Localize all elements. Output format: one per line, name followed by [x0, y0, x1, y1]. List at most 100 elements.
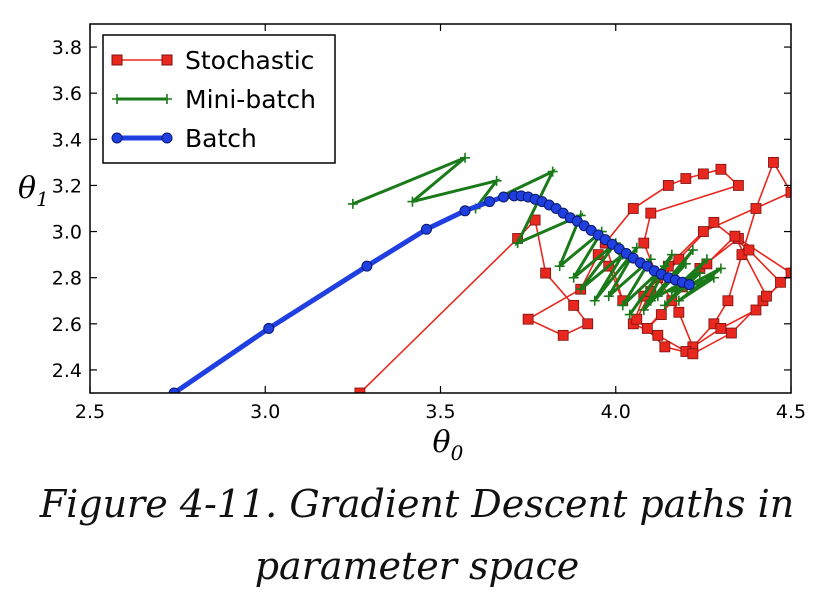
- minibatch-point: [687, 245, 698, 256]
- minibatch-point: [638, 304, 649, 315]
- stochastic-point: [708, 216, 720, 228]
- stochastic-point: [655, 309, 667, 320]
- legend-batch-marker: [161, 132, 173, 144]
- y-tick-label: 3.0: [52, 222, 82, 244]
- stochastic-point: [568, 299, 580, 311]
- minibatch-point: [547, 166, 558, 177]
- legend-label: Mini-batch: [185, 85, 316, 114]
- figure-caption-line-2: parameter space: [254, 544, 580, 588]
- stochastic-point: [729, 230, 741, 242]
- batch-point: [683, 279, 695, 291]
- batch-point: [168, 387, 180, 393]
- stochastic-point: [750, 203, 762, 214]
- y-axis-label-subscript: 1: [36, 187, 49, 211]
- stochastic-point: [715, 163, 727, 175]
- y-tick-label: 3.6: [52, 83, 82, 105]
- legend-label: Batch: [185, 124, 257, 153]
- batch-point: [420, 223, 432, 235]
- minibatch-point: [589, 295, 600, 306]
- minibatch-point: [631, 242, 642, 253]
- minibatch-point: [708, 272, 719, 283]
- stochastic-point: [768, 156, 779, 168]
- stochastic-point: [659, 341, 671, 353]
- legend-stochastic-marker: [111, 54, 123, 66]
- minibatch-point: [659, 261, 670, 272]
- stochastic-point: [687, 348, 699, 360]
- stochastic-point: [697, 226, 709, 237]
- minibatch-point: [715, 263, 726, 274]
- y-tick-label: 3.8: [52, 37, 82, 59]
- y-axis-label: θ1: [18, 171, 49, 211]
- minibatch-point: [659, 300, 670, 311]
- figure-caption-line-1: Figure 4-11. Gradient Descent paths in: [39, 482, 795, 526]
- minibatch-point: [624, 309, 635, 320]
- batch-point: [459, 205, 471, 217]
- stochastic-point: [722, 295, 734, 307]
- stochastic-point: [582, 318, 594, 330]
- stochastic-point: [715, 323, 727, 334]
- stochastic-point: [761, 290, 772, 302]
- stochastic-point: [354, 387, 366, 393]
- x-tick-label: 3.5: [425, 401, 455, 423]
- minibatch-point: [568, 272, 579, 283]
- minibatch-point: [666, 286, 677, 297]
- x-axis-label: θ0: [433, 425, 464, 465]
- minibatch-point: [603, 291, 614, 302]
- y-tick-label: 3.2: [52, 175, 82, 197]
- y-tick-label: 2.8: [52, 268, 82, 290]
- minibatch-point: [617, 300, 628, 311]
- stochastic-point: [785, 267, 791, 279]
- minibatch-point: [554, 261, 565, 272]
- y-tick-label: 2.6: [52, 314, 82, 336]
- stochastic-point: [645, 207, 657, 219]
- stochastic-point: [680, 173, 692, 184]
- minibatch-point: [460, 152, 471, 163]
- legend-batch-marker: [111, 132, 123, 144]
- stochastic-point: [726, 327, 737, 339]
- stochastic-point: [638, 237, 650, 249]
- stochastic-point: [652, 329, 664, 341]
- stochastic-point: [750, 304, 762, 316]
- minibatch-point: [680, 258, 691, 269]
- minibatch-point: [701, 254, 712, 265]
- stochastic-point: [662, 180, 674, 191]
- stochastic-point: [522, 313, 534, 325]
- stochastic-point: [631, 313, 643, 325]
- stochastic-point: [641, 323, 653, 334]
- batch-point: [361, 260, 373, 272]
- batch-point: [263, 322, 275, 334]
- minibatch-point: [652, 291, 663, 302]
- legend: Stochastic Mini-batch Batch: [102, 34, 336, 164]
- minibatch-point: [575, 284, 586, 295]
- legend-minibatch-marker: [112, 94, 122, 104]
- minibatch-point: [694, 268, 705, 279]
- stochastic-point: [673, 306, 685, 318]
- minibatch-point: [347, 198, 358, 209]
- stochastic-point: [743, 244, 755, 256]
- stochastic-point: [627, 203, 639, 214]
- y-tick-label: 3.4: [52, 129, 82, 151]
- stochastic-point: [557, 329, 569, 341]
- y-tick-label: 2.4: [52, 360, 82, 382]
- stochastic-point: [775, 276, 786, 288]
- plot-area: [168, 152, 791, 393]
- x-tick-label: 2.5: [75, 401, 105, 423]
- minibatch-point: [407, 196, 418, 207]
- chart: 2.5 3.0 3.5 4.0 4.5 2.4 2.6 2.8 3.0 3.2 3.4 3.6 3.8 θ…: [18, 23, 806, 465]
- stochastic-point: [785, 186, 791, 198]
- minibatch-point: [673, 295, 684, 306]
- minibatch-point: [491, 175, 502, 186]
- batch-point: [484, 196, 496, 208]
- legend-label: Stochastic: [185, 46, 314, 75]
- stochastic-point: [733, 180, 744, 191]
- minibatch-line: [352, 156, 722, 316]
- minibatch-point: [666, 249, 677, 260]
- minibatch-point: [512, 238, 523, 249]
- legend-stochastic-marker: [161, 54, 173, 66]
- batch-point: [498, 191, 510, 203]
- x-tick-label: 4.5: [776, 401, 806, 423]
- stochastic-point: [697, 168, 709, 180]
- minibatch-point: [645, 295, 656, 306]
- x-axis-label-subscript: 0: [451, 441, 464, 465]
- legend-minibatch-marker: [162, 94, 172, 104]
